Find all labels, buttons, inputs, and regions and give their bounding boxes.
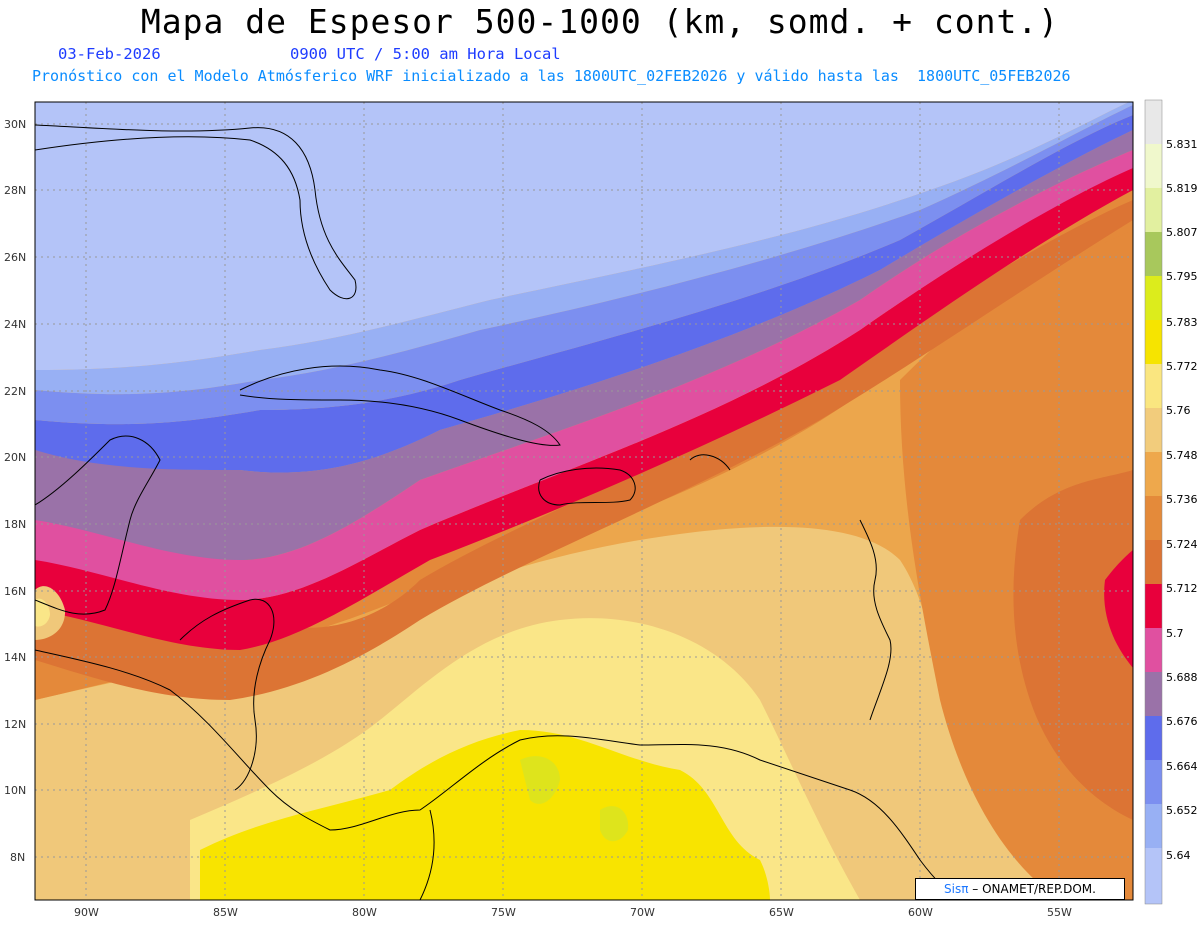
svg-text:5.736: 5.736 — [1166, 493, 1198, 506]
svg-text:20N: 20N — [4, 451, 26, 464]
credit-text: – ONAMET/REP.DOM. — [972, 882, 1096, 896]
coastlines — [35, 124, 961, 900]
svg-text:75W: 75W — [491, 906, 516, 919]
svg-text:5.664: 5.664 — [1166, 760, 1198, 773]
sispi-logo: Sisπ — [944, 882, 969, 896]
svg-text:24N: 24N — [4, 318, 26, 331]
svg-text:18N: 18N — [4, 518, 26, 531]
svg-text:30N: 30N — [4, 118, 26, 131]
svg-text:5.64: 5.64 — [1166, 849, 1191, 862]
svg-text:80W: 80W — [352, 906, 377, 919]
svg-text:65W: 65W — [769, 906, 794, 919]
valid-time: 0900 UTC / 5:00 am Hora Local — [290, 45, 561, 63]
svg-text:5.795: 5.795 — [1166, 270, 1198, 283]
map-frame — [34, 101, 1134, 901]
svg-text:22N: 22N — [4, 385, 26, 398]
svg-text:26N: 26N — [4, 251, 26, 264]
svg-text:90W: 90W — [74, 906, 99, 919]
svg-text:5.748: 5.748 — [1166, 449, 1198, 462]
svg-text:28N: 28N — [4, 184, 26, 197]
svg-text:5.712: 5.712 — [1166, 582, 1198, 595]
thickness-map: 30N 28N 26N 24N 22N 20N 18N 16N 14N 12N … — [4, 99, 1198, 919]
svg-text:8N: 8N — [10, 851, 25, 864]
longitude-labels: 90W 85W 80W 75W 70W 65W 60W 55W — [74, 906, 1072, 919]
thickness-bands — [35, 102, 1133, 900]
svg-text:85W: 85W — [213, 906, 238, 919]
svg-text:5.76: 5.76 — [1166, 404, 1191, 417]
svg-text:55W: 55W — [1047, 906, 1072, 919]
colorbar: 5.831 5.819 5.807 5.795 5.783 5.772 5.76… — [1144, 99, 1198, 905]
credit-box: Sisπ – ONAMET/REP.DOM. — [915, 878, 1125, 900]
svg-text:5.724: 5.724 — [1166, 538, 1198, 551]
svg-text:60W: 60W — [908, 906, 933, 919]
forecast-info: Pronóstico con el Modelo Atmósferico WRF… — [32, 67, 1071, 85]
svg-text:16N: 16N — [4, 585, 26, 598]
valid-date: 03-Feb-2026 — [58, 45, 161, 63]
svg-text:5.676: 5.676 — [1166, 715, 1198, 728]
svg-text:5.652: 5.652 — [1166, 804, 1198, 817]
svg-text:5.783: 5.783 — [1166, 316, 1198, 329]
svg-text:5.7: 5.7 — [1166, 627, 1184, 640]
map-title: Mapa de Espesor 500-1000 (km, somd. + co… — [140, 2, 1060, 41]
svg-text:5.772: 5.772 — [1166, 360, 1198, 373]
svg-text:14N: 14N — [4, 651, 26, 664]
svg-text:12N: 12N — [4, 718, 26, 731]
svg-text:5.688: 5.688 — [1166, 671, 1198, 684]
svg-text:5.819: 5.819 — [1166, 182, 1198, 195]
latitude-labels: 30N 28N 26N 24N 22N 20N 18N 16N 14N 12N … — [4, 118, 26, 864]
svg-text:5.831: 5.831 — [1166, 138, 1198, 151]
svg-text:70W: 70W — [630, 906, 655, 919]
svg-text:5.807: 5.807 — [1166, 226, 1198, 239]
graticule — [35, 102, 1133, 900]
svg-text:10N: 10N — [4, 784, 26, 797]
